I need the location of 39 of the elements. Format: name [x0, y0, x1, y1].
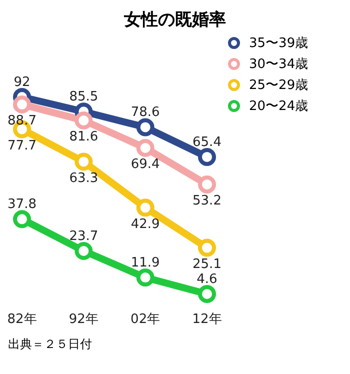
x-tick-label: 02年	[130, 312, 160, 328]
data-label: 42.9	[130, 216, 160, 232]
point	[198, 285, 216, 303]
data-label: 77.7	[8, 138, 36, 154]
data-label: 23.7	[69, 228, 98, 244]
point	[74, 111, 93, 130]
x-tick-label: 92年	[68, 312, 98, 328]
point	[74, 152, 93, 171]
data-label: 85.5	[69, 90, 98, 105]
data-label: 65.4	[192, 134, 222, 150]
data-label: 88.7	[8, 114, 36, 129]
point	[13, 95, 31, 114]
legend-label: 35〜39歳	[249, 34, 308, 52]
point	[136, 198, 154, 217]
x-tick-label: 12年	[192, 312, 222, 328]
point	[136, 138, 154, 157]
point	[136, 118, 154, 136]
point	[74, 242, 93, 260]
point	[13, 210, 31, 228]
data-label: 25.1	[192, 257, 222, 272]
point	[136, 268, 154, 287]
data-label: 4.6	[196, 272, 218, 287]
data-label: 78.6	[130, 105, 160, 120]
point	[198, 148, 216, 166]
legend-label: 20〜24歳	[249, 98, 308, 114]
chart-title: 女性の既婚率	[123, 9, 227, 32]
source-note: 出典＝２５日付	[8, 336, 93, 353]
point	[198, 238, 216, 257]
legend-label: 30〜34歳	[249, 56, 308, 72]
data-label: 69.4	[130, 157, 160, 172]
x-tick-label: 82年	[7, 312, 37, 328]
data-label: 63.3	[69, 170, 98, 186]
data-label: 81.6	[69, 130, 98, 145]
point	[198, 175, 216, 194]
legend-label: 25〜29歳	[249, 76, 308, 94]
data-label: 92	[14, 75, 30, 90]
data-label: 37.8	[8, 197, 36, 212]
data-label: 11.9	[130, 256, 160, 271]
data-label: 53.2	[192, 194, 222, 209]
